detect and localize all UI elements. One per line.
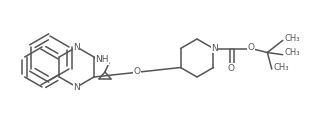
Text: CH₃: CH₃: [273, 63, 288, 71]
Text: O: O: [134, 67, 141, 76]
Text: CH₃: CH₃: [284, 48, 300, 57]
Text: NH: NH: [95, 55, 109, 64]
Text: O: O: [228, 64, 235, 73]
Text: CH₃: CH₃: [284, 34, 300, 43]
Text: N: N: [73, 83, 80, 91]
Text: N: N: [73, 43, 80, 51]
Text: O: O: [247, 43, 254, 52]
Text: N: N: [211, 44, 218, 53]
